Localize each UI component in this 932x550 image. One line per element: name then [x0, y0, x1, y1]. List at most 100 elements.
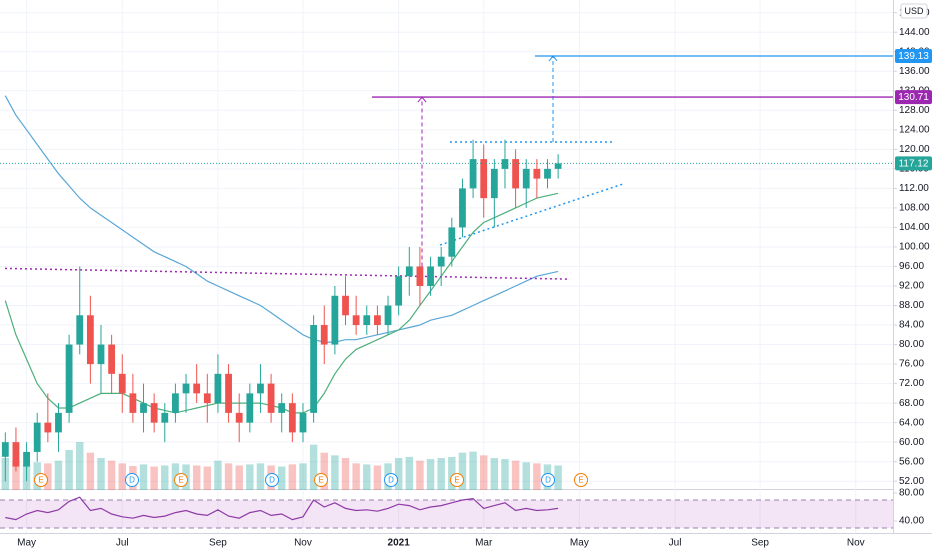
candle-body [448, 227, 456, 257]
candle-body [225, 373, 232, 413]
candle-body [352, 315, 360, 326]
candle-body [1, 442, 9, 457]
candle-body [257, 383, 264, 394]
event-marker [450, 473, 464, 487]
volume-bar [203, 466, 212, 490]
y-tick-label: 52.00 [899, 476, 924, 487]
event-marker [541, 473, 555, 487]
event-marker [384, 473, 398, 487]
volume-bar [86, 452, 95, 490]
candle-body [416, 266, 424, 286]
event-marker [125, 473, 139, 487]
y-tick-label: 60.00 [899, 437, 924, 448]
y-tick-label: 136.00 [899, 66, 930, 77]
x-tick-label: Jul [669, 538, 682, 549]
volume-bar [299, 463, 307, 490]
volume-bar [479, 455, 488, 490]
candle-body [172, 393, 179, 413]
level-label-box [895, 48, 932, 63]
x-tick-label: Sep [209, 538, 227, 549]
x-tick-label: May [570, 538, 589, 549]
current-price-label: 117.12 [899, 159, 929, 170]
event-label: D [269, 476, 275, 485]
event-label: E [318, 476, 323, 485]
volume-bar [235, 465, 243, 490]
volume-bar [65, 450, 73, 490]
candle-body [267, 383, 275, 413]
volume-bar [458, 452, 467, 490]
candle-body [363, 315, 371, 326]
candle-body [522, 168, 530, 189]
candle-body [129, 393, 137, 413]
candle-body [182, 383, 190, 394]
event-marker [174, 473, 188, 487]
candle-body [501, 159, 509, 169]
y-tick-label: 124.00 [899, 124, 930, 135]
volume-bar [256, 463, 265, 490]
y-tick-label: 112.00 [899, 183, 929, 194]
volume-bar [437, 458, 445, 490]
candle-body [235, 412, 243, 423]
trendline [439, 183, 624, 246]
candle-body [533, 168, 541, 179]
volume-bar [12, 460, 20, 490]
candle-body [373, 315, 381, 326]
volume-bar [54, 460, 63, 490]
y-tick-label: 128.00 [899, 105, 930, 116]
y-tick-label: 100.00 [899, 242, 930, 253]
volume-bar [522, 462, 530, 490]
candle-body [288, 403, 296, 433]
volume-bar [214, 460, 222, 490]
y-tick-label: 92.00 [899, 281, 924, 292]
level-label-box [895, 90, 932, 105]
candle-body [65, 344, 73, 413]
volume-bar [469, 451, 477, 490]
candle-body [342, 295, 349, 316]
candle-body [33, 422, 41, 452]
volume-bar [331, 455, 339, 490]
current-price-box [895, 156, 932, 171]
volume-bar [352, 463, 360, 490]
candle-body [459, 188, 466, 228]
volume-bar [501, 459, 509, 490]
volume-bar [554, 465, 562, 490]
candle-body [544, 168, 551, 179]
candle-body [76, 315, 84, 345]
candle-body [427, 266, 434, 286]
candle-body [320, 325, 328, 345]
volume-bar [107, 460, 116, 490]
volume-bar [341, 458, 350, 490]
candle-body [97, 344, 105, 365]
candle-body [12, 442, 20, 467]
volume-bar [192, 465, 201, 490]
candle-body [150, 403, 158, 423]
candle-body [44, 422, 52, 433]
volume-bar [139, 464, 148, 490]
y-tick-label: 68.00 [899, 398, 924, 409]
event-marker [574, 473, 588, 487]
event-marker [265, 473, 279, 487]
y-tick-label: 64.00 [899, 417, 924, 428]
y-tick-label: 76.00 [899, 359, 924, 370]
y-tick-label: 120.00 [899, 144, 930, 155]
volume-bar [97, 458, 105, 490]
volume-bar [309, 444, 318, 490]
volume-bar [373, 465, 382, 490]
y-tick-label: 72.00 [899, 378, 924, 389]
moving-average [4, 95, 559, 343]
volume-bar [277, 466, 286, 490]
y-tick-label: 96.00 [899, 261, 924, 272]
volume-bar [426, 459, 435, 490]
event-label: D [545, 476, 551, 485]
candle-body [480, 159, 488, 199]
candle-body [108, 344, 116, 374]
candle-body [246, 393, 254, 423]
event-label: E [178, 476, 183, 485]
y-tick-label: 144.00 [899, 27, 930, 38]
x-tick-label: Sep [751, 538, 769, 549]
x-tick-label: Nov [294, 538, 312, 549]
rsi-line [5, 496, 559, 521]
candle-body [193, 383, 201, 394]
